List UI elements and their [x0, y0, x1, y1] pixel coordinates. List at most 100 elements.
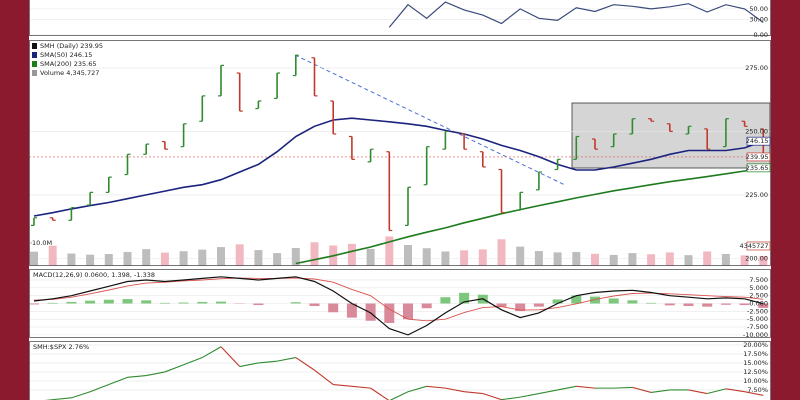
line-segment — [651, 389, 670, 393]
volume-bar — [553, 252, 562, 266]
y-tick-label: 200.00 — [745, 254, 768, 262]
y-tick-label: -7.500 — [747, 323, 768, 331]
histogram-bar — [384, 303, 395, 323]
volume-bar — [665, 252, 674, 266]
histogram-bar — [365, 303, 376, 321]
volume-bar — [86, 254, 95, 266]
value-tag — [746, 241, 771, 251]
histogram-bar — [664, 303, 675, 306]
volume-bar — [404, 245, 412, 266]
line-segment — [164, 364, 184, 373]
volume-bar — [591, 253, 599, 266]
volume-bar — [478, 249, 487, 266]
y-tick-label: 7.50% — [747, 386, 768, 394]
line-segment — [295, 357, 315, 371]
panel-title: MACD(12,26,9) 0.0600, 1.398, -1.338 — [33, 271, 155, 279]
volume-bar — [572, 251, 581, 266]
chart-area — [29, 0, 771, 400]
value-tag-label: 246.15 — [746, 137, 769, 145]
volume-bar — [160, 252, 169, 266]
histogram-bar — [683, 303, 694, 307]
line-segment — [744, 391, 764, 396]
line-segment — [389, 391, 409, 400]
volume-bar — [291, 248, 300, 266]
histogram-bar — [159, 302, 170, 304]
line — [295, 167, 764, 265]
line-segment — [445, 387, 465, 393]
panel — [29, 54, 771, 266]
histogram-bar — [328, 303, 339, 313]
line-segment — [314, 369, 334, 385]
histogram-bar — [216, 301, 226, 304]
legend-text: SMH (Daily) 239.95 — [40, 42, 103, 50]
line-segment — [202, 346, 222, 359]
histogram-bar — [103, 299, 114, 304]
histogram-bar — [440, 297, 451, 304]
volume-bar — [104, 254, 113, 266]
histogram-bar — [646, 302, 657, 304]
y-tick-label: 12.50% — [743, 368, 768, 376]
line-segment — [501, 396, 521, 400]
histogram-bar — [253, 303, 264, 306]
histogram-bar — [178, 302, 189, 304]
legend-text: SMA(200) 235.65 — [40, 60, 97, 68]
line — [33, 117, 764, 217]
range-box — [571, 102, 771, 169]
histogram-bar — [459, 292, 470, 304]
y-tick-label: 30.00 — [749, 15, 768, 23]
line-segment — [613, 386, 633, 389]
histogram-bar — [122, 299, 133, 304]
volume-bar — [460, 250, 469, 266]
histogram-bar — [571, 295, 582, 304]
volume-bar — [198, 249, 207, 266]
legend-value: 4,345,727 — [66, 69, 99, 77]
line-segment — [276, 357, 296, 362]
y-tick-label: -10.000 — [743, 331, 768, 339]
panel-title: SMH:$SPX 2.76% — [33, 343, 89, 351]
y-tick-label: 0.000 — [749, 300, 768, 308]
line-segment — [351, 385, 371, 389]
y-tick-label: 50.00 — [749, 5, 768, 13]
volume-bar — [235, 244, 244, 266]
legend-name: SMH (Daily) — [40, 42, 78, 50]
histogram-bar — [403, 303, 413, 320]
line-segment — [71, 391, 91, 399]
line-segment — [707, 388, 727, 395]
volume-bar — [273, 253, 282, 266]
histogram-bar — [702, 303, 713, 307]
legend-swatch — [32, 52, 37, 58]
histogram-bar — [66, 301, 77, 304]
legend-name: Volume — [40, 69, 64, 77]
line-segment — [538, 389, 558, 395]
trend-line — [294, 54, 566, 186]
panel-border — [29, 269, 771, 338]
histogram-bar — [552, 299, 563, 304]
volume-bar — [647, 254, 656, 266]
line-segment — [220, 346, 241, 367]
histogram-bar — [421, 303, 432, 309]
y-tick-label: -2.500 — [747, 307, 768, 315]
histogram-bar — [290, 302, 301, 304]
volume-bar — [142, 249, 151, 266]
line-segment — [632, 386, 652, 393]
line-segment — [258, 360, 278, 364]
volume-bar — [516, 246, 525, 266]
panel — [29, 344, 771, 400]
histogram-bar — [720, 303, 731, 305]
volume-bar — [310, 242, 319, 266]
value-tag-label: 239.95 — [746, 153, 769, 161]
panel — [29, 1, 771, 36]
line — [388, 1, 764, 28]
volume-bar — [217, 247, 225, 266]
panel-border — [29, 341, 771, 400]
line — [33, 276, 764, 336]
value-tag — [746, 152, 771, 162]
line-segment — [688, 389, 708, 395]
line-segment — [370, 387, 390, 400]
line-segment — [108, 376, 128, 386]
value-tag-label: 235.65 — [746, 164, 769, 172]
line-segment — [520, 392, 540, 398]
y-tick-label: 20.00% — [743, 341, 768, 349]
histogram-bar — [608, 298, 619, 304]
